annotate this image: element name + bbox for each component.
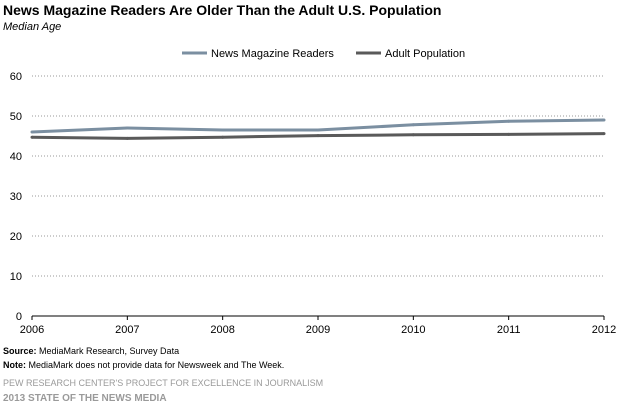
data-point [316,128,320,132]
legend-label-2: Adult Population [385,48,465,60]
x-tick-label: 2010 [401,324,425,336]
chart-title: News Magazine Readers Are Older Than the… [3,2,442,18]
data-point [30,130,34,134]
line-chart: 0 10 20 30 40 50 60 2006 2007 2008 2009 2010 2011 201… [10,48,616,336]
x-tick-label: 2012 [592,324,616,336]
note-text: MediaMark does not provide data for News… [26,360,285,370]
data-point [125,126,129,130]
data-point [221,135,225,139]
source-label: Source: [3,346,37,356]
y-tick-label: 60 [10,71,22,83]
organization-credit: PEW RESEARCH CENTER'S PROJECT FOR EXCELL… [3,378,324,388]
y-tick-label: 20 [10,231,22,243]
data-point [316,134,320,138]
x-tick-label: 2007 [115,324,139,336]
x-tick-label: 2008 [210,324,234,336]
data-point [221,128,225,132]
source-note: Source: MediaMark Research, Survey Data [3,346,179,356]
y-tick-label: 50 [10,111,22,123]
y-tick-label: 10 [10,271,22,283]
chart-subtitle: Median Age [3,21,62,33]
legend-label-1: News Magazine Readers [211,48,334,60]
data-note: Note: MediaMark does not provide data fo… [3,360,284,370]
note-label: Note: [3,360,26,370]
data-point [125,136,129,140]
data-point [507,132,511,136]
data-point [602,118,606,122]
x-tick-label: 2009 [306,324,330,336]
data-point [411,123,415,127]
data-point [507,119,511,123]
data-point [30,135,34,139]
source-text: MediaMark Research, Survey Data [36,346,180,356]
data-point [602,132,606,136]
y-tick-label: 0 [16,311,22,323]
y-tick-label: 40 [10,151,22,163]
y-tick-label: 30 [10,191,22,203]
report-credit: 2013 STATE OF THE NEWS MEDIA [3,393,167,404]
x-tick-label: 2011 [497,324,521,336]
data-point [411,133,415,137]
x-tick-label: 2006 [20,324,44,336]
